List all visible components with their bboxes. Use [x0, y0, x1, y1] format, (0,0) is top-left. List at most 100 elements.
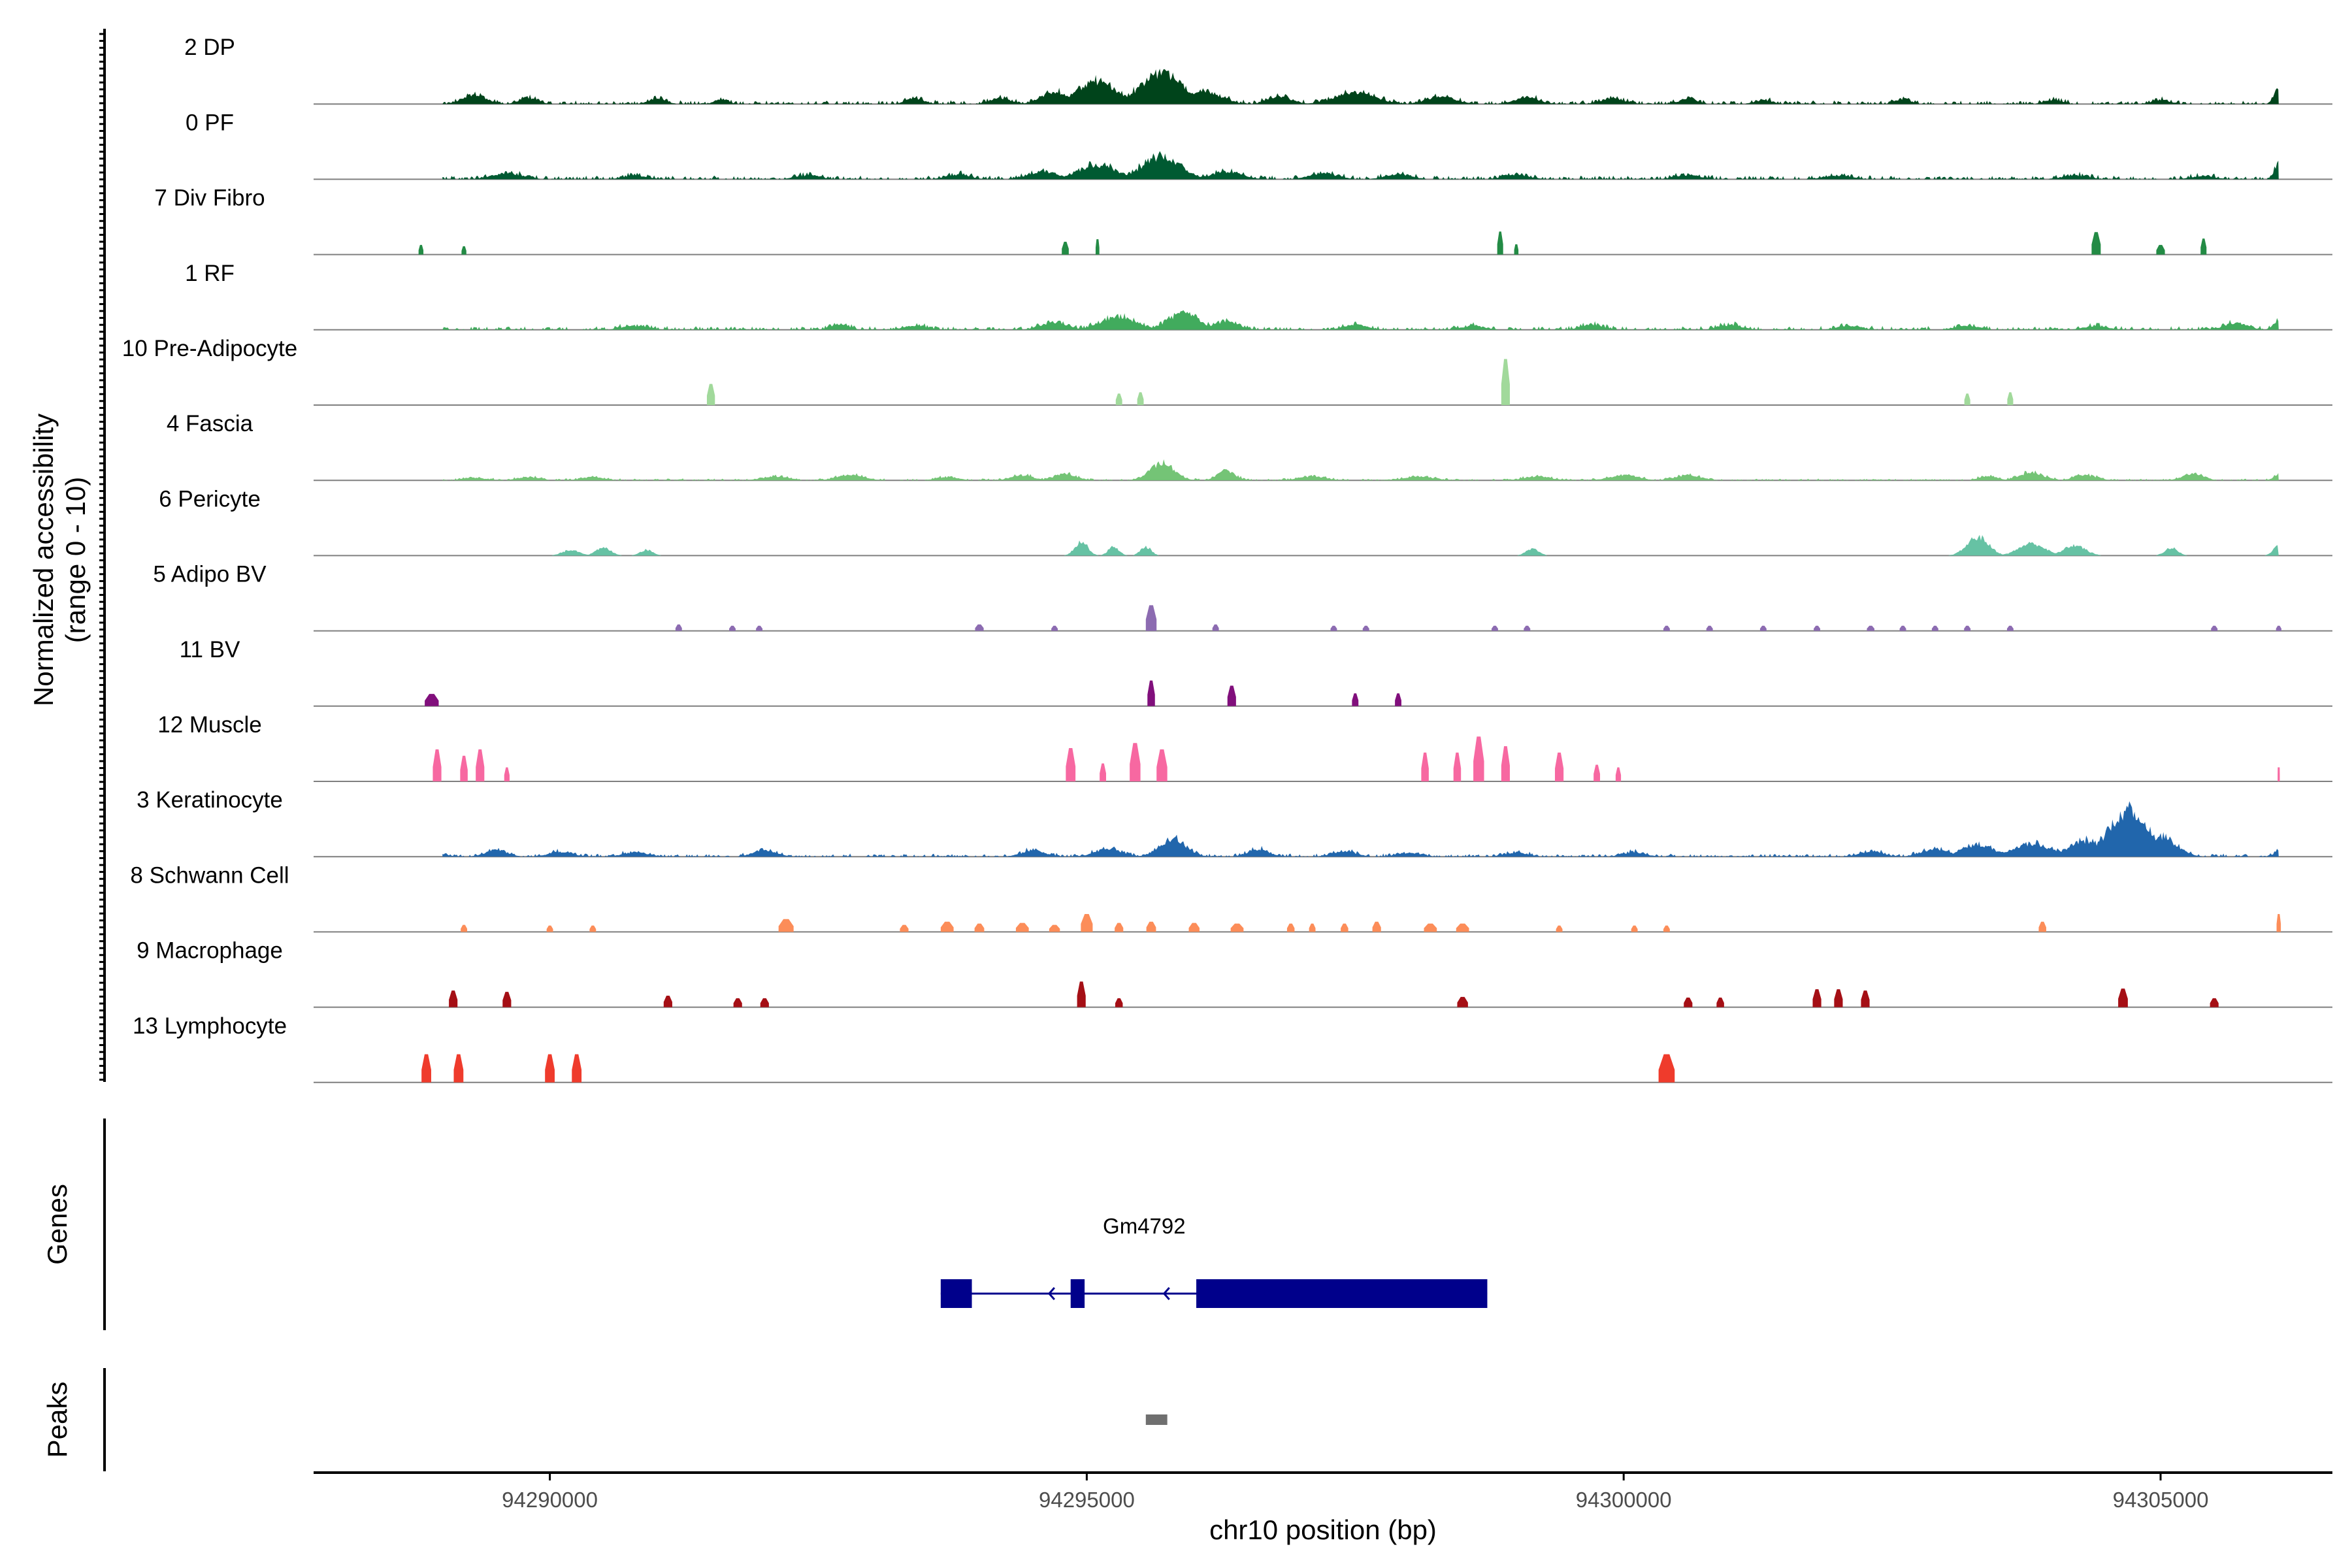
coverage-peak	[1663, 625, 1670, 631]
coverage-peak	[1051, 625, 1058, 631]
coverage-peak	[1156, 749, 1168, 781]
coverage-peak	[1015, 923, 1029, 932]
track-label: 5 Adipo BV	[153, 562, 267, 587]
coverage-peak	[729, 625, 736, 631]
x-tick-label: 94300000	[1576, 1488, 1672, 1512]
coverage-peak	[1658, 1054, 1675, 1083]
x-tick-label: 94305000	[2113, 1488, 2209, 1512]
track-label: 11 BV	[180, 637, 240, 662]
coverage-peak	[1931, 625, 1938, 631]
coverage-profile	[442, 459, 2279, 481]
coverage-peak	[1759, 625, 1767, 631]
gene-name-label: Gm4792	[1103, 1214, 1186, 1238]
coverage-peak	[1473, 736, 1484, 781]
peaks-panel-label: Peaks	[42, 1382, 73, 1458]
coverage-peak	[546, 925, 553, 932]
coverage-peak	[1130, 743, 1141, 781]
coverage-peak	[421, 1054, 431, 1083]
coverage-peak	[1227, 685, 1236, 706]
gene-exon	[940, 1279, 972, 1308]
peak-regions	[1145, 1414, 1168, 1425]
coverage-peak	[1362, 625, 1369, 631]
coverage-peak	[1309, 923, 1316, 932]
coverage-peak	[1457, 996, 1468, 1007]
coverage-peak	[453, 1054, 464, 1083]
coverage-peak	[1352, 693, 1359, 706]
coverage-peak	[2006, 625, 2014, 631]
peak-region	[1145, 1414, 1168, 1425]
coverage-peak	[974, 923, 985, 932]
coverage-peak	[1049, 924, 1060, 932]
coverage-profile	[442, 310, 2279, 330]
track-label: 1 RF	[185, 261, 235, 286]
y-axis-label-line1: Normalized accessibility	[28, 414, 59, 706]
coverage-peak	[1230, 923, 1244, 932]
coverage-peak	[900, 924, 909, 932]
track-label: 0 PF	[186, 110, 234, 135]
coverage-peak	[2007, 392, 2014, 405]
coverage-peak	[1115, 998, 1123, 1007]
coverage-peak	[2200, 238, 2207, 255]
coverage-peak	[1861, 990, 1870, 1007]
coverage-peak	[1615, 767, 1622, 781]
coverage-peak	[2211, 625, 2218, 631]
coverage-peak	[1812, 989, 1821, 1007]
track-label: 6 Pericyte	[159, 486, 261, 512]
coverage-peak	[1706, 625, 1713, 631]
coverage-tracks: 2 DP 0 PF 7 Div Fibro 1 RF 10 Pre-Adipocyte 4…	[122, 35, 2332, 1083]
gene-model: Gm4792	[940, 1214, 1488, 1308]
coverage-peak	[1212, 624, 1219, 631]
coverage-peak	[1330, 625, 1337, 631]
coverage-peak	[1492, 625, 1498, 631]
coverage-peak	[1716, 997, 1724, 1007]
track-1-rf: 1 RF	[185, 261, 2332, 331]
track-label: 13 Lymphocyte	[133, 1013, 287, 1039]
coverage-profile	[314, 534, 2279, 556]
x-tick-label: 94295000	[1039, 1488, 1135, 1512]
coverage-peak	[1372, 921, 1381, 932]
coverage-peak	[1631, 925, 1638, 932]
coverage-peak	[1421, 752, 1429, 781]
track-label: 4 Fascia	[167, 411, 253, 436]
coverage-peak	[940, 921, 954, 932]
coverage-peak	[1147, 680, 1155, 706]
coverage-peak	[1424, 923, 1437, 932]
coverage-peak	[1188, 923, 1200, 932]
coverage-peak	[1137, 392, 1144, 405]
coverage-peak	[1501, 746, 1510, 781]
coverage-peak	[1077, 981, 1086, 1007]
coverage-peak	[1100, 763, 1106, 781]
track-9-macrophage: 9 Macrophage	[137, 938, 2332, 1008]
x-tick-label: 94290000	[502, 1488, 598, 1512]
coverage-profile	[442, 801, 2279, 857]
coverage-peak	[1524, 625, 1531, 631]
coverage-peak	[1145, 605, 1157, 631]
coverage-peak	[1814, 625, 1820, 631]
x-axis-label: chr10 position (bp)	[1209, 1514, 1437, 1545]
coverage-peak	[1497, 231, 1503, 255]
coverage-peak	[589, 925, 596, 932]
coverage-peak	[1593, 764, 1601, 781]
track-11-bv: 11 BV	[180, 637, 2332, 707]
coverage-peak	[2276, 913, 2281, 932]
coverage-peak	[1095, 239, 1100, 255]
track-13-lymphocyte: 13 Lymphocyte	[133, 1013, 2332, 1083]
track-12-muscle: 12 Muscle	[157, 712, 2332, 782]
track-4-fascia: 4 Fascia	[167, 411, 2332, 482]
coverage-peak	[733, 998, 742, 1007]
y-axis-label-line2: (range 0 - 10)	[60, 477, 91, 643]
track-label: 10 Pre-Adipocyte	[122, 336, 297, 361]
track-label: 9 Macrophage	[137, 938, 283, 964]
coverage-peak	[975, 624, 984, 631]
coverage-peak	[572, 1054, 582, 1083]
coverage-profile	[442, 151, 2279, 180]
coverage-peak	[1453, 752, 1462, 781]
coverage-peak	[1964, 625, 1971, 631]
coverage-peak	[449, 990, 458, 1007]
track-7-div-fibro: 7 Div Fibro	[154, 186, 2332, 255]
coverage-peak	[1556, 925, 1563, 932]
coverage-peak	[1066, 748, 1076, 781]
coverage-peak	[756, 625, 763, 631]
coverage-peak	[778, 919, 794, 932]
